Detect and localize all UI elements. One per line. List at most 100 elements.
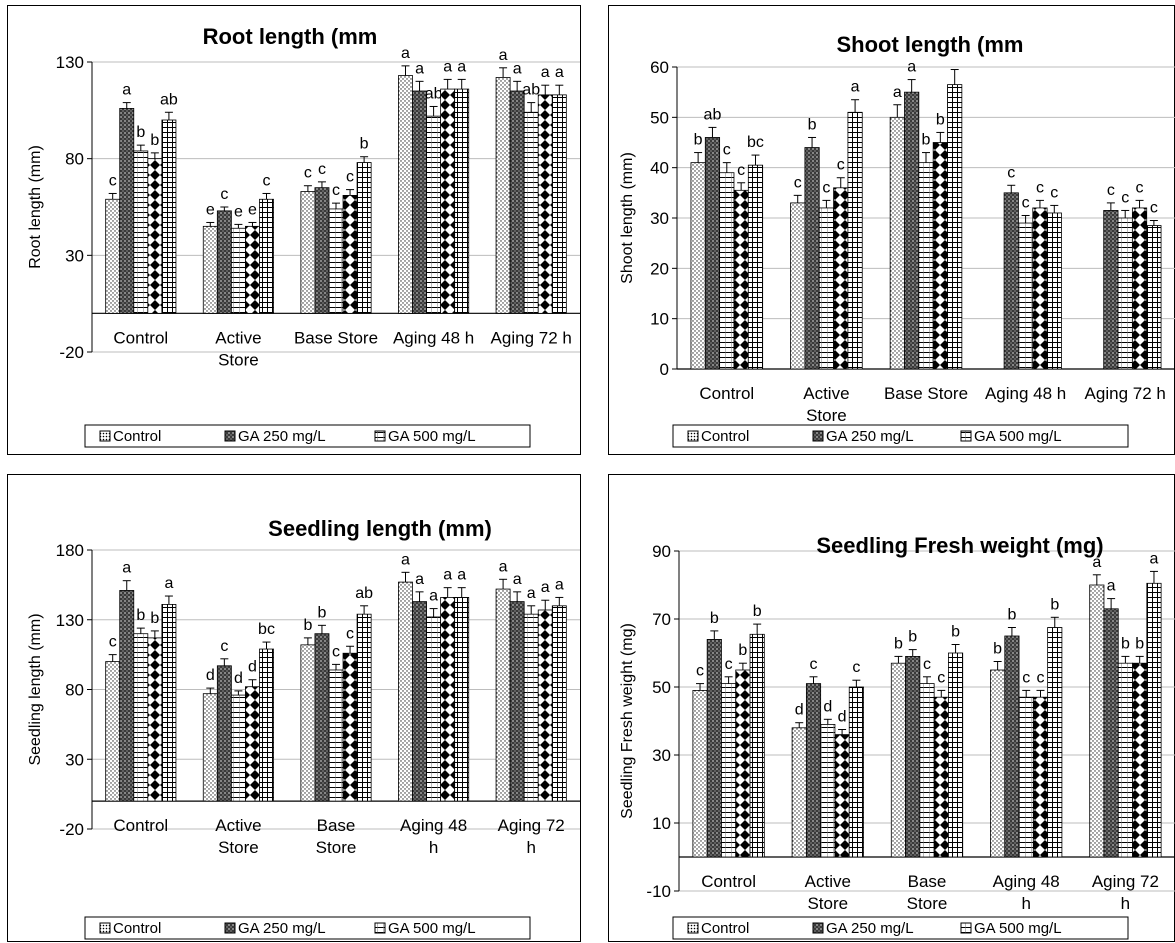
bar bbox=[356, 613, 372, 802]
y-tick-label: -20 bbox=[59, 343, 84, 362]
significance-letter: b bbox=[136, 607, 145, 624]
y-tick-label: 80 bbox=[65, 681, 84, 700]
significance-letter: c bbox=[1007, 164, 1015, 181]
significance-letter: c bbox=[723, 142, 731, 159]
bar bbox=[1032, 696, 1049, 858]
significance-letter: c bbox=[725, 656, 733, 673]
bar bbox=[1117, 217, 1133, 370]
bar bbox=[342, 194, 358, 314]
bar bbox=[1046, 212, 1062, 370]
chart-panel-4: -10 10 30 50 70 90 Seedling Fresh weight (mg) S… bbox=[608, 474, 1175, 942]
bar bbox=[495, 77, 511, 314]
bar bbox=[161, 119, 177, 314]
bar-group: ece ec bbox=[202, 172, 274, 314]
bar bbox=[342, 652, 358, 802]
bar bbox=[749, 633, 765, 858]
legend-label: GA 500 mg/L bbox=[974, 920, 1062, 937]
significance-letter: a bbox=[1092, 554, 1101, 571]
significance-letter: c bbox=[263, 172, 271, 189]
legend-label: GA 500 mg/L bbox=[974, 428, 1062, 445]
category-label: Active bbox=[805, 872, 851, 891]
significance-letter: e bbox=[248, 201, 257, 218]
category-label: Base bbox=[908, 872, 947, 891]
significance-letter: a bbox=[1107, 578, 1116, 595]
significance-letter: a bbox=[893, 84, 902, 101]
legend-swatch bbox=[687, 430, 699, 442]
bar bbox=[1103, 210, 1119, 370]
category-label: Active bbox=[803, 384, 849, 403]
significance-letter: c bbox=[937, 669, 945, 686]
legend-swatch bbox=[960, 922, 972, 934]
bar bbox=[1018, 696, 1034, 858]
significance-letter: a bbox=[1150, 550, 1159, 567]
chart-title: Seedling length (mm) bbox=[268, 516, 492, 541]
category-label: Base bbox=[317, 816, 356, 835]
significance-letter: b bbox=[936, 111, 945, 128]
bar bbox=[719, 172, 735, 370]
bar bbox=[904, 91, 920, 370]
category-label: Aging 48 h bbox=[985, 384, 1066, 403]
category-label: Store bbox=[218, 838, 259, 857]
bar bbox=[948, 652, 964, 858]
significance-letter: b bbox=[922, 132, 931, 149]
bar bbox=[509, 601, 525, 802]
significance-letter: c bbox=[810, 656, 818, 673]
chart-panel-1: -20 30 80 130 Root length (mm) Root length (m… bbox=[7, 5, 581, 455]
significance-letter: c bbox=[1022, 669, 1030, 686]
category-label: Aging 72 h bbox=[491, 328, 572, 347]
legend-label: Control bbox=[701, 920, 749, 937]
significance-letter: b bbox=[1050, 596, 1059, 613]
bar bbox=[440, 88, 456, 314]
y-tick-label: 50 bbox=[650, 108, 669, 127]
legend-swatch bbox=[374, 430, 386, 442]
chart-frame bbox=[7, 474, 581, 942]
bar bbox=[259, 648, 274, 802]
significance-letter: b bbox=[150, 132, 159, 149]
category-label: h bbox=[1021, 894, 1030, 913]
bar bbox=[704, 137, 721, 370]
legend-swatch bbox=[960, 430, 972, 442]
legend: Control GA 250 mg/L GA 500 mg/L bbox=[672, 916, 1129, 940]
significance-letter: e bbox=[234, 203, 243, 220]
bar bbox=[412, 601, 427, 802]
significance-letter: c bbox=[318, 161, 326, 178]
significance-letter: c bbox=[737, 162, 745, 179]
bar bbox=[523, 111, 539, 314]
y-axis-label: Root length (mm) bbox=[27, 145, 44, 269]
bar bbox=[735, 669, 751, 858]
significance-letter: b bbox=[908, 629, 917, 646]
bar bbox=[119, 108, 135, 314]
bar-group: c a b b a bbox=[105, 560, 177, 802]
bar bbox=[551, 94, 567, 314]
y-tick-label: 30 bbox=[65, 750, 84, 769]
category-label: Aging 72 bbox=[498, 816, 565, 835]
bar bbox=[398, 581, 413, 802]
significance-letter: d bbox=[206, 667, 215, 684]
bar bbox=[833, 187, 849, 370]
significance-letter: ab bbox=[704, 106, 722, 123]
bar bbox=[847, 111, 863, 370]
bar bbox=[216, 665, 232, 802]
bar bbox=[805, 683, 822, 858]
bar bbox=[133, 150, 149, 314]
y-tick-label: 130 bbox=[56, 611, 84, 630]
bar bbox=[747, 164, 764, 370]
bar bbox=[537, 94, 553, 314]
y-axis-label: Seedling length (mm) bbox=[27, 613, 44, 765]
significance-letter: a bbox=[457, 58, 466, 75]
legend-swatch bbox=[99, 430, 111, 442]
legend-label: Control bbox=[701, 428, 749, 445]
legend-label: GA 250 mg/L bbox=[238, 428, 326, 445]
significance-letter: d bbox=[248, 659, 257, 676]
significance-letter: a bbox=[443, 567, 452, 584]
bar bbox=[1117, 662, 1133, 858]
significance-letter: c bbox=[822, 179, 830, 196]
